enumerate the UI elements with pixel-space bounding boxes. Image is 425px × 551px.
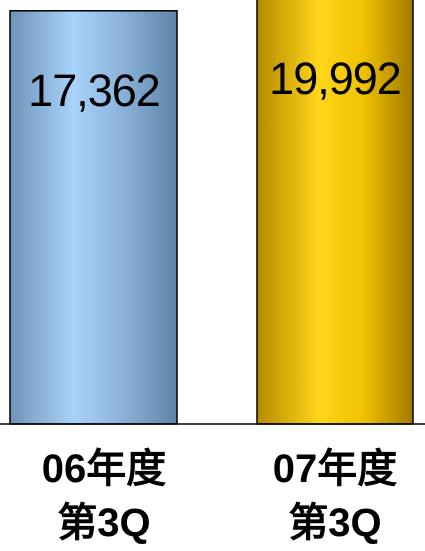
data-label-07-q3: 19,992 — [269, 53, 401, 104]
category-label-06-line1: 06年度 — [42, 447, 167, 491]
bar-07-q3 — [256, 0, 414, 425]
category-label-07-line1: 07年度 — [273, 447, 398, 491]
category-label-06-line2: 第3Q — [57, 501, 150, 545]
data-label-06-q3: 17,362 — [28, 65, 160, 116]
bar-06-q3 — [9, 10, 178, 425]
category-label-07-line2: 第3Q — [288, 501, 381, 545]
